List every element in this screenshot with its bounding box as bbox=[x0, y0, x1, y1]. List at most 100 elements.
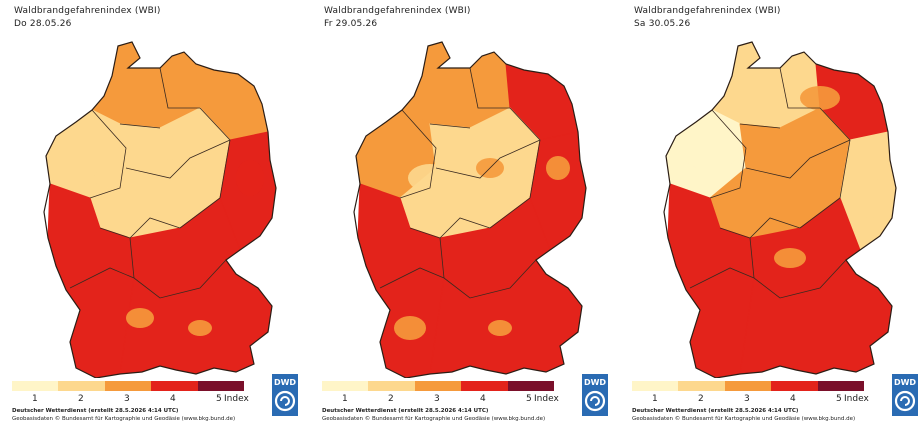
country-border bbox=[663, 41, 897, 378]
legend-swatch bbox=[58, 381, 105, 391]
risk-patch bbox=[94, 168, 126, 188]
index-legend bbox=[632, 381, 865, 391]
dwd-logo: DWD bbox=[272, 374, 298, 416]
risk-patch bbox=[126, 308, 154, 328]
state-border bbox=[439, 217, 491, 239]
legend-tick-label: 1 bbox=[32, 394, 38, 404]
legend-tick-label: 1 bbox=[652, 394, 658, 404]
state-border bbox=[125, 139, 231, 179]
dwd-swirl-inner-icon bbox=[280, 396, 290, 406]
legend-tick-label: 3 bbox=[124, 394, 130, 404]
state-border bbox=[779, 67, 820, 109]
credit-line: Deutscher Wetterdienst (erstellt 28.5.20… bbox=[12, 408, 179, 414]
country-border bbox=[353, 41, 587, 378]
state-border bbox=[399, 109, 437, 199]
legend-tick-label: 4 bbox=[170, 394, 176, 404]
state-border bbox=[749, 217, 801, 239]
country-border bbox=[43, 41, 277, 378]
state-border bbox=[753, 259, 847, 299]
risk-patch bbox=[394, 316, 426, 340]
legend-swatch bbox=[104, 381, 152, 391]
map-title: Waldbrandgefahrenindex (WBI) bbox=[324, 6, 471, 16]
state-border bbox=[429, 123, 471, 129]
legend-unit-label: Index bbox=[224, 394, 249, 404]
forecast-date: Fr 29.05.26 bbox=[324, 19, 378, 29]
dwd-logo: DWD bbox=[582, 374, 608, 416]
legend-swatch bbox=[414, 381, 462, 391]
legend-ticks: 1 2 3 4 5 Index bbox=[322, 394, 572, 406]
forecast-date: Do 28.05.26 bbox=[14, 19, 72, 29]
risk-patch bbox=[800, 86, 840, 110]
state-border bbox=[133, 259, 227, 299]
state-border bbox=[435, 139, 541, 179]
risk-patch bbox=[152, 136, 188, 160]
map-title: Waldbrandgefahrenindex (WBI) bbox=[14, 6, 161, 16]
legend-ticks: 1 2 3 4 5 Index bbox=[12, 394, 262, 406]
legend-swatch bbox=[461, 381, 508, 391]
dwd-swirl-icon bbox=[894, 390, 916, 412]
state-border bbox=[709, 109, 747, 199]
legend-tick-label: 3 bbox=[434, 394, 440, 404]
germany-map bbox=[43, 41, 277, 378]
state-border bbox=[739, 123, 781, 129]
legend-tick-label: 2 bbox=[388, 394, 394, 404]
legend-swatch bbox=[771, 381, 818, 391]
legend-ticks: 1 2 3 4 5 Index bbox=[632, 394, 882, 406]
state-border bbox=[489, 197, 531, 229]
legend-tick-label: 1 bbox=[342, 394, 348, 404]
dwd-swirl-icon bbox=[584, 390, 606, 412]
legend-swatch bbox=[507, 381, 555, 391]
geodata-credit: Geobasisdaten © Bundesamt für Kartograph… bbox=[12, 416, 236, 422]
legend-swatch bbox=[817, 381, 865, 391]
index-legend bbox=[322, 381, 555, 391]
credit-line: Deutscher Wetterdienst (erstellt 28.5.20… bbox=[322, 408, 489, 414]
legend-swatch bbox=[632, 381, 679, 391]
legend-tick-label: 5 bbox=[216, 394, 222, 404]
state-border bbox=[379, 267, 445, 289]
risk-patch bbox=[546, 156, 570, 180]
legend-swatch bbox=[12, 381, 59, 391]
legend-swatch bbox=[197, 381, 245, 391]
risk-patch bbox=[488, 320, 512, 336]
geodata-credit: Geobasisdaten © Bundesamt für Kartograph… bbox=[322, 416, 546, 422]
dwd-logo: DWD bbox=[892, 374, 918, 416]
legend-tick-label: 3 bbox=[744, 394, 750, 404]
state-border bbox=[89, 109, 127, 199]
risk-patch bbox=[790, 126, 830, 150]
risk-patch bbox=[236, 160, 264, 196]
legend-unit-label: Index bbox=[534, 394, 559, 404]
risk-patch bbox=[680, 126, 740, 170]
state-border bbox=[799, 197, 841, 229]
dwd-logo-text: DWD bbox=[894, 378, 916, 387]
forecast-panel: Waldbrandgefahrenindex (WBI) Fr 29.05.26 1… bbox=[310, 0, 610, 435]
legend-swatch bbox=[322, 381, 369, 391]
dwd-logo-text: DWD bbox=[274, 378, 296, 387]
dwd-swirl-inner-icon bbox=[900, 396, 910, 406]
geodata-credit: Geobasisdaten © Bundesamt für Kartograph… bbox=[632, 416, 856, 422]
state-border bbox=[689, 267, 755, 289]
forecast-date: Sa 30.05.26 bbox=[634, 19, 691, 29]
state-border bbox=[469, 67, 510, 109]
state-border bbox=[745, 139, 851, 179]
legend-tick-label: 4 bbox=[790, 394, 796, 404]
state-border bbox=[69, 267, 135, 289]
state-border bbox=[119, 123, 161, 129]
forecast-panel: Waldbrandgefahrenindex (WBI) Sa 30.05.26 1… bbox=[620, 0, 920, 435]
map-title: Waldbrandgefahrenindex (WBI) bbox=[634, 6, 781, 16]
credit-line: Deutscher Wetterdienst (erstellt 28.5.20… bbox=[632, 408, 799, 414]
state-border bbox=[443, 259, 537, 299]
index-legend bbox=[12, 381, 245, 391]
legend-swatch bbox=[368, 381, 415, 391]
dwd-logo-text: DWD bbox=[584, 378, 606, 387]
state-border bbox=[179, 197, 221, 229]
risk-patch bbox=[848, 178, 892, 218]
germany-map bbox=[663, 41, 897, 378]
legend-tick-label: 2 bbox=[78, 394, 84, 404]
dwd-swirl-inner-icon bbox=[590, 396, 600, 406]
state-border bbox=[159, 67, 200, 109]
legend-tick-label: 2 bbox=[698, 394, 704, 404]
legend-swatch bbox=[678, 381, 725, 391]
dwd-swirl-icon bbox=[274, 390, 296, 412]
legend-swatch bbox=[151, 381, 198, 391]
